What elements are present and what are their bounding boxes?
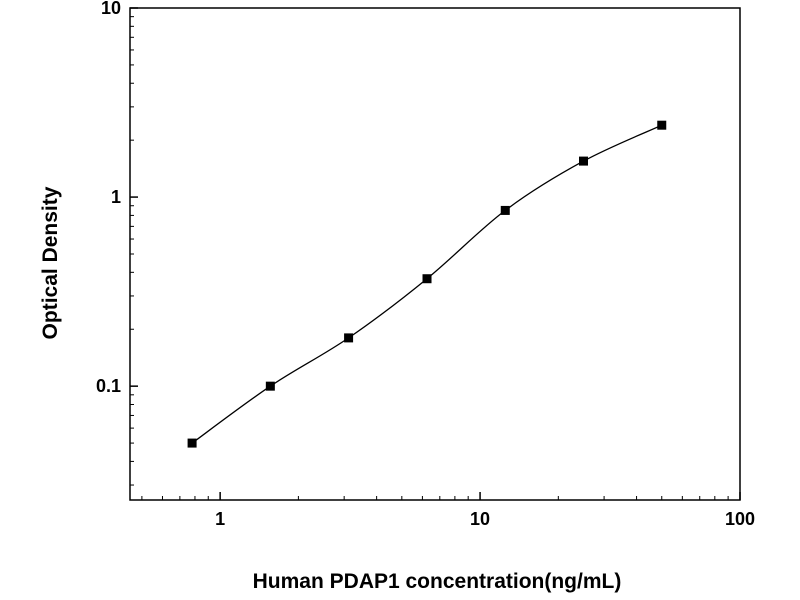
y-tick-label: 0.1 bbox=[96, 376, 121, 396]
data-point-marker bbox=[657, 120, 667, 130]
x-tick-label: 100 bbox=[725, 509, 755, 529]
x-tick-label: 10 bbox=[470, 509, 490, 529]
data-point-marker bbox=[579, 156, 589, 166]
plot-frame bbox=[129, 7, 741, 501]
data-point-marker bbox=[500, 205, 510, 215]
fit-curve bbox=[191, 124, 663, 444]
data-point-marker bbox=[344, 333, 354, 343]
data-point-marker bbox=[187, 438, 197, 448]
y-tick-label: 1 bbox=[111, 187, 121, 207]
y-axis-title: Optical Density bbox=[39, 186, 62, 339]
data-point-marker bbox=[265, 381, 275, 391]
plot-area: 1 10 100 0.1 1 10 bbox=[96, 0, 755, 529]
x-tick-label: 1 bbox=[215, 509, 225, 529]
x-axis-title: Human PDAP1 concentration(ng/mL) bbox=[253, 570, 622, 593]
data-point-marker bbox=[422, 274, 432, 284]
y-tick-label: 10 bbox=[101, 0, 121, 18]
